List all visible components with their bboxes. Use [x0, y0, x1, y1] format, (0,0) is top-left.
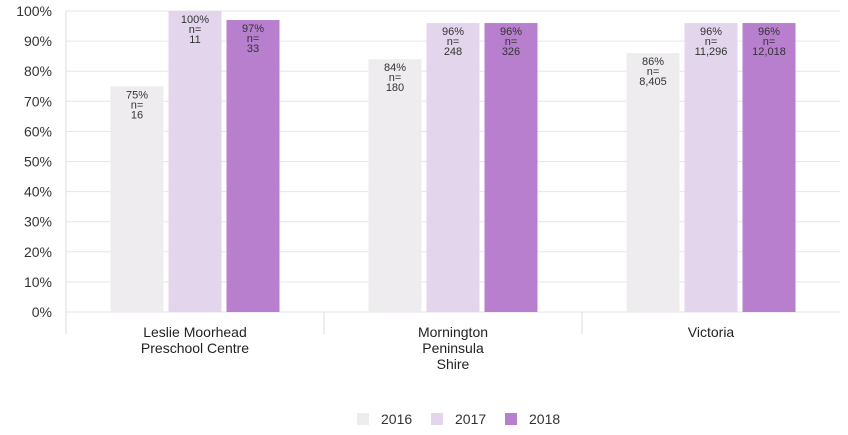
- data-label: n=: [131, 99, 144, 111]
- legend: 2016 2017 2018: [357, 411, 560, 427]
- y-tick-label: 0%: [32, 304, 52, 320]
- data-label: n=: [705, 36, 718, 48]
- y-tick-label: 100%: [16, 3, 52, 19]
- x-category-label: Preschool Centre: [141, 340, 249, 356]
- bar-2017: [168, 11, 222, 312]
- data-label: 96%: [500, 26, 522, 38]
- bar-2017: [684, 23, 738, 312]
- y-tick-label: 60%: [24, 123, 52, 139]
- data-label: n=: [763, 36, 776, 48]
- legend-label: 2017: [455, 411, 486, 427]
- data-label: n=: [389, 72, 402, 84]
- y-tick-label: 10%: [24, 274, 52, 290]
- data-label: n=: [189, 24, 202, 36]
- data-label: 11,296: [695, 46, 728, 58]
- legend-swatch: [357, 413, 369, 425]
- x-category-label: Leslie Moorhead: [143, 324, 247, 340]
- data-label: n=: [247, 33, 260, 45]
- bar-2017: [426, 23, 480, 312]
- x-category-label: Shire: [437, 356, 470, 372]
- data-label: 96%: [442, 26, 464, 38]
- legend-swatch: [431, 413, 443, 425]
- data-label: 180: [386, 82, 404, 94]
- data-label: 33: [247, 43, 259, 55]
- data-label: 96%: [700, 26, 722, 38]
- legend-label: 2018: [529, 411, 560, 427]
- y-tick-label: 30%: [24, 214, 52, 230]
- data-label: n=: [505, 36, 518, 48]
- legend-swatch: [505, 413, 517, 425]
- data-label: 8,405: [639, 76, 667, 88]
- y-axis: 0% 10% 20% 30% 40% 50% 60% 70% 80% 90% 100%: [16, 3, 52, 320]
- bar-2016: [368, 59, 422, 312]
- data-label: 86%: [642, 56, 664, 68]
- y-tick-label: 20%: [24, 244, 52, 260]
- legend-label: 2016: [381, 411, 412, 427]
- data-label: 326: [502, 46, 520, 58]
- data-label: 16: [131, 109, 143, 121]
- data-label: 248: [444, 46, 462, 58]
- data-label: 100%: [181, 14, 209, 26]
- data-label: n=: [447, 36, 460, 48]
- y-tick-label: 70%: [24, 93, 52, 109]
- data-labels: 75%n=16100%n=1197%n=3384%n=18096%n=24896…: [126, 14, 786, 121]
- data-label: 96%: [758, 26, 780, 38]
- bar-2016: [626, 53, 680, 312]
- bars: [110, 11, 796, 313]
- x-category-label: Peninsula: [422, 340, 484, 356]
- data-label: 12,018: [752, 46, 786, 58]
- y-tick-label: 50%: [24, 154, 52, 170]
- bar-2018: [484, 23, 538, 312]
- y-tick-label: 90%: [24, 33, 52, 49]
- data-label: 75%: [126, 89, 148, 101]
- data-label: 97%: [242, 23, 264, 35]
- y-tick-label: 40%: [24, 184, 52, 200]
- data-label: n=: [647, 66, 660, 78]
- bar-2016: [110, 86, 164, 312]
- x-category-label: Victoria: [688, 324, 735, 340]
- data-label: 84%: [384, 62, 406, 74]
- x-category-label: Mornington: [418, 324, 488, 340]
- bar-2018: [226, 20, 280, 313]
- data-label: 11: [189, 34, 200, 46]
- bar-2018: [742, 23, 796, 312]
- y-tick-label: 80%: [24, 63, 52, 79]
